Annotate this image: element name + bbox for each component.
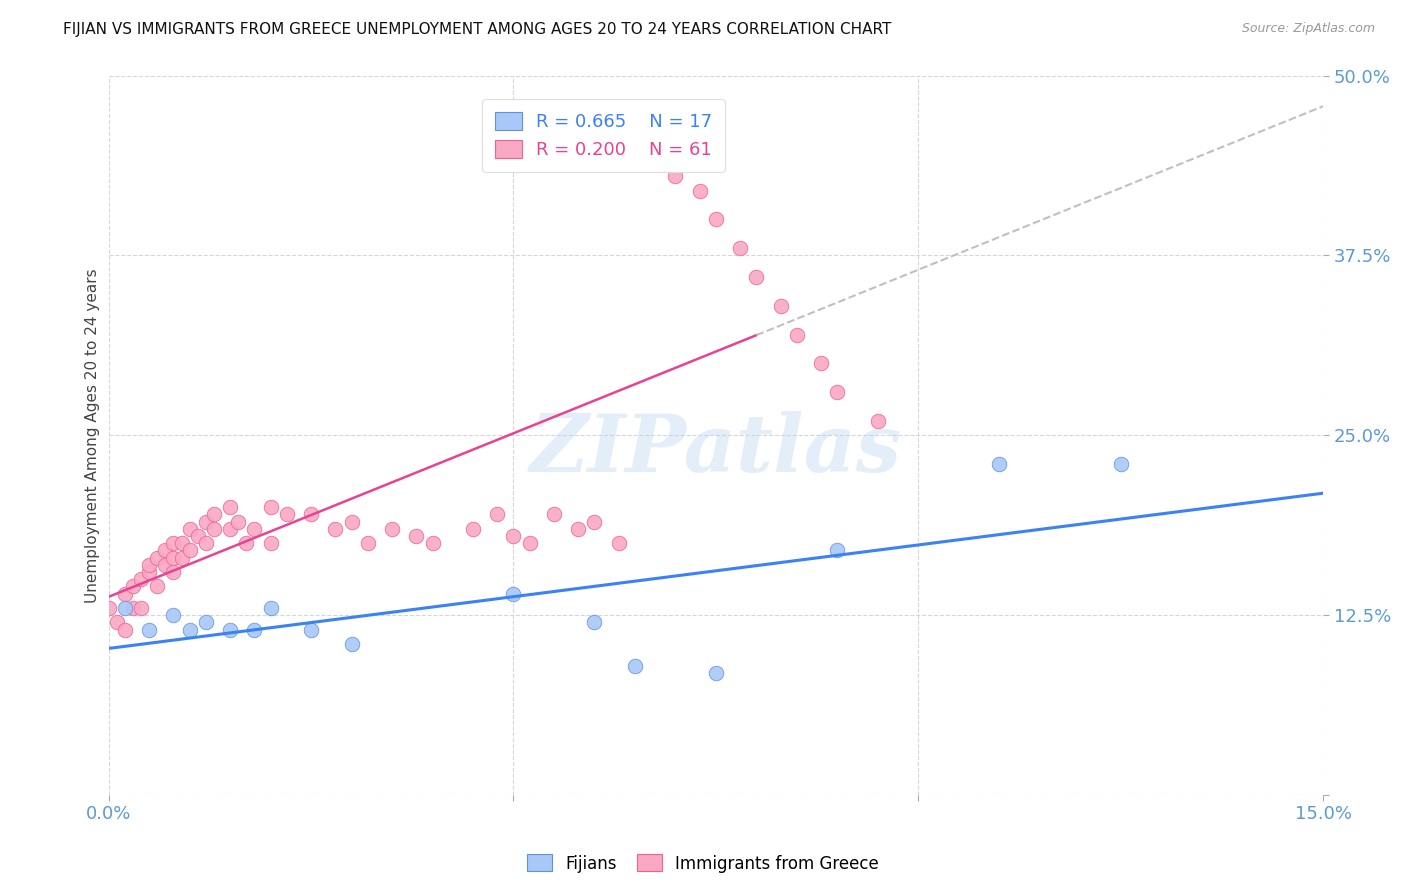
- Point: [155, 543, 177, 558]
- Point: [114, 586, 136, 600]
- Point: [219, 500, 242, 515]
- Point: [162, 550, 184, 565]
- Point: [138, 565, 160, 579]
- Point: [114, 623, 136, 637]
- Point: [243, 623, 266, 637]
- Point: [728, 241, 751, 255]
- Point: [486, 508, 509, 522]
- Point: [340, 515, 363, 529]
- Point: [357, 536, 380, 550]
- Point: [259, 500, 281, 515]
- Point: [97, 601, 120, 615]
- Point: [689, 184, 711, 198]
- Point: [866, 414, 889, 428]
- Y-axis label: Unemployment Among Ages 20 to 24 years: Unemployment Among Ages 20 to 24 years: [86, 268, 100, 603]
- Legend: R = 0.665    N = 17, R = 0.200    N = 61: R = 0.665 N = 17, R = 0.200 N = 61: [482, 99, 725, 172]
- Point: [202, 522, 225, 536]
- Point: [704, 212, 727, 227]
- Point: [162, 608, 184, 623]
- Point: [461, 522, 484, 536]
- Point: [543, 508, 565, 522]
- Point: [648, 154, 671, 169]
- Point: [202, 508, 225, 522]
- Text: FIJIAN VS IMMIGRANTS FROM GREECE UNEMPLOYMENT AMONG AGES 20 TO 24 YEARS CORRELAT: FIJIAN VS IMMIGRANTS FROM GREECE UNEMPLO…: [63, 22, 891, 37]
- Point: [170, 536, 193, 550]
- Point: [704, 665, 727, 680]
- Point: [624, 658, 647, 673]
- Point: [827, 543, 849, 558]
- Point: [155, 558, 177, 572]
- Point: [827, 385, 849, 400]
- Point: [194, 536, 217, 550]
- Point: [122, 579, 145, 593]
- Point: [162, 565, 184, 579]
- Point: [146, 579, 169, 593]
- Point: [624, 126, 647, 140]
- Point: [519, 536, 541, 550]
- Point: [187, 529, 209, 543]
- Legend: Fijians, Immigrants from Greece: Fijians, Immigrants from Greece: [520, 847, 886, 880]
- Point: [769, 299, 792, 313]
- Point: [502, 529, 524, 543]
- Point: [299, 623, 322, 637]
- Point: [567, 522, 589, 536]
- Text: Source: ZipAtlas.com: Source: ZipAtlas.com: [1241, 22, 1375, 36]
- Point: [583, 615, 606, 630]
- Point: [194, 615, 217, 630]
- Point: [226, 515, 249, 529]
- Point: [340, 637, 363, 651]
- Point: [381, 522, 404, 536]
- Point: [745, 270, 768, 285]
- Text: ZIPatlas: ZIPatlas: [530, 411, 903, 489]
- Point: [114, 601, 136, 615]
- Point: [179, 543, 201, 558]
- Point: [138, 623, 160, 637]
- Point: [162, 536, 184, 550]
- Point: [259, 601, 281, 615]
- Point: [259, 536, 281, 550]
- Point: [786, 327, 808, 342]
- Point: [502, 586, 524, 600]
- Point: [129, 572, 152, 586]
- Point: [664, 169, 686, 184]
- Point: [299, 508, 322, 522]
- Point: [179, 522, 201, 536]
- Point: [243, 522, 266, 536]
- Point: [219, 623, 242, 637]
- Point: [583, 515, 606, 529]
- Point: [105, 615, 128, 630]
- Point: [607, 536, 630, 550]
- Point: [1109, 457, 1132, 471]
- Point: [129, 601, 152, 615]
- Point: [138, 558, 160, 572]
- Point: [810, 356, 832, 370]
- Point: [219, 522, 242, 536]
- Point: [325, 522, 347, 536]
- Point: [988, 457, 1011, 471]
- Point: [194, 515, 217, 529]
- Point: [179, 623, 201, 637]
- Point: [276, 508, 298, 522]
- Point: [235, 536, 257, 550]
- Point: [146, 550, 169, 565]
- Point: [422, 536, 444, 550]
- Point: [405, 529, 427, 543]
- Point: [122, 601, 145, 615]
- Point: [170, 550, 193, 565]
